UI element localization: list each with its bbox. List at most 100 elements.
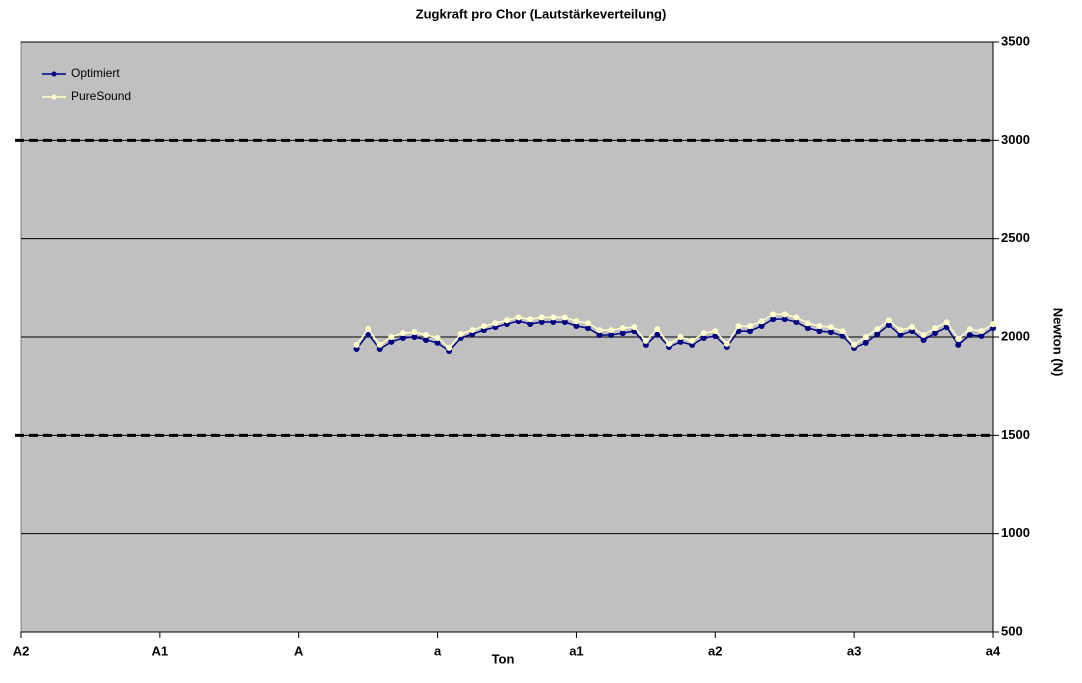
legend-label: Optimiert [71,66,120,80]
data-point [550,314,557,321]
x-tick-label: a2 [708,643,722,658]
data-point [885,317,892,324]
data-point [538,314,545,321]
y-tick-label: 3500 [1001,33,1030,48]
x-tick-label: a1 [569,643,583,658]
x-tick-label: A2 [13,643,30,658]
data-point [862,339,869,346]
data-point [723,340,730,347]
data-point [376,341,383,348]
data-point [411,329,418,336]
data-point [990,321,996,328]
data-point [770,311,777,318]
data-point [804,320,811,327]
data-point [457,331,464,338]
data-point [677,334,684,340]
data-point [978,328,985,335]
data-point [619,325,626,332]
x-axis-title: Ton [492,651,515,666]
data-point [712,333,719,340]
y-tick-label: 1000 [1001,525,1030,540]
data-point [920,332,927,339]
data-point [920,336,927,343]
x-tick-label: a3 [847,643,861,658]
chart-title: Zugkraft pro Chor (Lautstärkeverteilung) [416,6,667,21]
data-point [492,320,499,327]
y-tick-label: 2500 [1001,230,1030,245]
data-point [747,323,753,330]
data-point [596,327,603,334]
data-point [619,330,626,337]
data-point [909,324,915,331]
data-point [480,323,487,330]
legend-marker [51,94,57,100]
data-point [515,314,522,321]
data-point [399,330,406,337]
data-point [561,314,568,321]
data-point [943,319,950,326]
data-point [700,330,707,337]
data-point [955,341,962,348]
data-point [677,338,684,345]
data-point [666,340,672,347]
data-point [747,328,753,335]
data-point [631,324,638,331]
data-point [527,316,534,323]
data-point [839,328,846,335]
data-point [411,334,418,340]
data-point [874,326,881,333]
data-point [423,336,429,343]
data-point [469,327,476,334]
y-tick-label: 1500 [1001,427,1030,442]
data-point [642,337,649,344]
data-point [874,331,881,338]
data-point [955,335,962,342]
data-point [388,338,395,345]
data-point [897,327,904,334]
data-point [434,334,441,341]
y-tick-label: 500 [1001,623,1023,638]
data-point [700,334,707,341]
data-point [353,341,360,348]
x-tick-label: A1 [152,643,169,658]
data-point [735,323,742,330]
legend-marker [51,71,57,77]
data-point [816,328,823,335]
data-point [585,320,591,327]
data-point [932,325,939,332]
y-axis-title: Newton (N) [1051,308,1066,377]
data-point [423,332,429,339]
data-point [434,339,441,346]
data-point [689,337,696,344]
data-point [365,326,372,333]
data-point [966,326,973,333]
data-point [851,341,858,348]
data-point [608,327,615,334]
y-tick-label: 3000 [1001,132,1030,147]
legend-label: PureSound [71,89,131,103]
x-tick-label: a [434,643,442,658]
data-point [897,332,904,339]
data-point [504,317,510,324]
data-point [932,330,939,337]
x-tick-label: a4 [986,643,1001,658]
data-point [978,333,985,340]
data-point [781,311,788,318]
data-point [608,332,615,339]
x-tick-label: A [294,643,304,658]
data-point [862,334,869,340]
data-point [573,318,580,325]
data-point [816,323,823,330]
data-point [446,344,453,351]
data-point [804,325,811,332]
data-point [585,325,591,332]
data-point [712,328,719,335]
data-point [388,334,395,340]
data-point [758,318,765,325]
data-point [399,334,406,341]
data-point [828,329,834,336]
y-tick-label: 2000 [1001,328,1030,343]
data-point [966,332,973,339]
data-point [654,326,661,333]
